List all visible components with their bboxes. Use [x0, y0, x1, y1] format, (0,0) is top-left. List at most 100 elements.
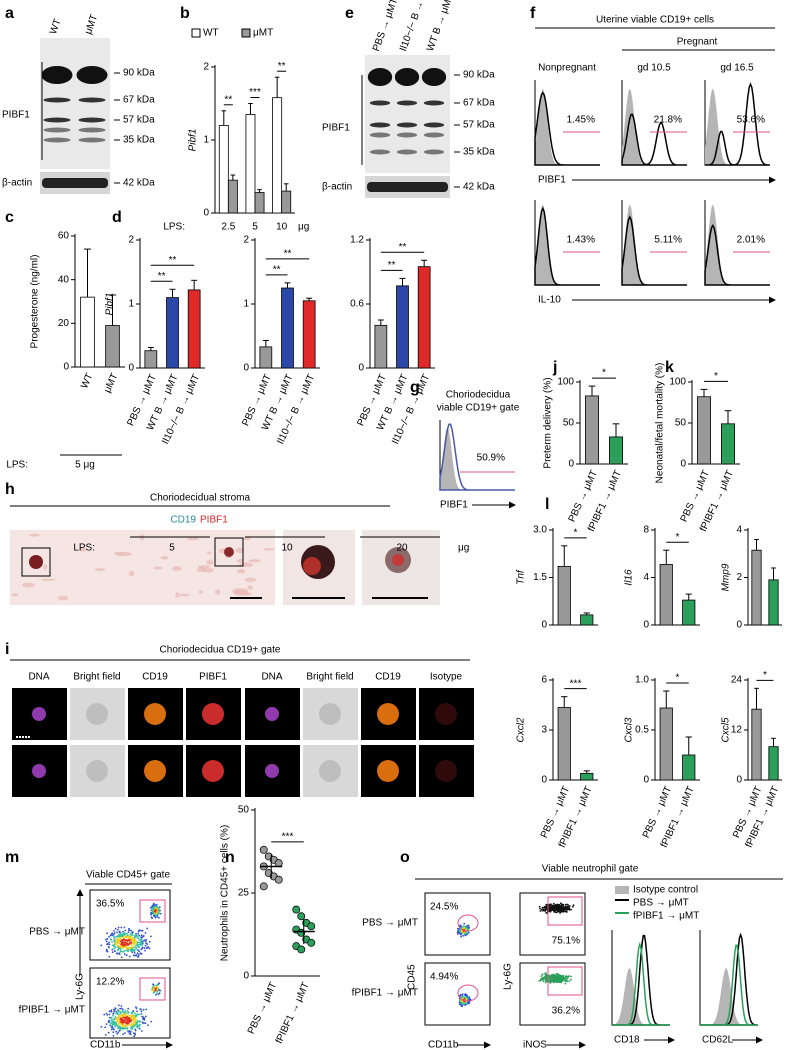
event: [140, 938, 142, 941]
significance-label: **: [388, 260, 396, 271]
event: [126, 1029, 129, 1032]
blot-band: [396, 149, 418, 155]
bar: [682, 599, 696, 626]
event: [120, 1014, 123, 1017]
event: [156, 908, 159, 910]
y-axis-label: Mmp9: [721, 563, 732, 591]
significance-label: **: [169, 255, 177, 266]
y-tick-label: 0.6: [350, 299, 364, 310]
bar: [259, 346, 273, 369]
data-point: [259, 882, 268, 891]
cell: [435, 703, 457, 725]
y-axis-label: Cxcl3: [624, 717, 635, 742]
y-tick-label: 0: [568, 459, 574, 470]
blot-band: [78, 137, 106, 143]
blot-band: [369, 122, 391, 128]
event: [113, 947, 116, 950]
histogram: [534, 206, 600, 286]
y-tick-label: 2: [243, 235, 249, 246]
y-tick-label: 2: [736, 572, 742, 583]
event: [152, 902, 155, 905]
event: [465, 998, 468, 1001]
event: [159, 912, 162, 915]
event: [145, 1015, 147, 1018]
event: [116, 1020, 119, 1023]
event: [458, 1001, 461, 1004]
event: [562, 979, 564, 982]
axis-label: PIBF1: [538, 175, 566, 186]
event: [136, 952, 139, 955]
event: [119, 950, 122, 952]
event: [135, 946, 138, 949]
event: [122, 930, 124, 933]
event: [124, 945, 127, 948]
blot-band: [421, 68, 447, 86]
event: [115, 1030, 118, 1033]
event: [143, 939, 146, 942]
y-tick-label: 25: [238, 888, 250, 899]
event: [461, 993, 464, 995]
event: [140, 1030, 143, 1032]
event: [123, 936, 126, 939]
legend-swatch: [615, 912, 629, 914]
event: [133, 1032, 135, 1034]
event: [155, 993, 157, 996]
event: [120, 1011, 122, 1013]
event: [460, 935, 462, 938]
event: [125, 1027, 128, 1030]
event: [112, 1031, 115, 1034]
tissue: [160, 556, 169, 560]
event: [122, 942, 124, 945]
event: [122, 946, 124, 949]
event: [107, 946, 110, 948]
event: [126, 946, 129, 949]
event: [112, 933, 115, 936]
event: [111, 932, 114, 935]
marker-label: 42 kDa: [463, 182, 495, 193]
event: [123, 949, 126, 952]
event: [105, 938, 107, 941]
event: [120, 926, 123, 929]
significance-label: **: [399, 242, 407, 253]
event: [561, 903, 564, 906]
y-axis-label: Pibf1: [188, 129, 199, 152]
tissue: [206, 559, 214, 565]
event: [552, 976, 554, 978]
cell: [319, 760, 341, 782]
y-tick-label: 0: [643, 775, 649, 786]
isotype-histogram: [705, 204, 770, 285]
event: [123, 1023, 125, 1026]
cell: [202, 703, 224, 725]
event: [144, 949, 147, 952]
significance-label: **: [224, 94, 232, 105]
event: [108, 955, 111, 958]
event: [106, 1014, 109, 1016]
event: [152, 983, 155, 986]
event: [118, 947, 120, 950]
event: [137, 1013, 139, 1016]
event: [467, 999, 470, 1001]
event: [137, 941, 140, 944]
histogram: [439, 423, 515, 491]
histogram: [621, 113, 687, 166]
blot-band: [367, 182, 448, 192]
event: [542, 907, 544, 909]
cell: [202, 760, 224, 782]
event: [114, 1023, 116, 1026]
event: [126, 1010, 129, 1013]
event: [118, 939, 121, 942]
cell: [29, 555, 43, 569]
panel-letter: j: [552, 359, 557, 376]
event: [129, 1017, 132, 1019]
event: [143, 1018, 146, 1021]
data-point: [274, 875, 283, 884]
x-unit: μg: [458, 543, 469, 554]
event: [137, 943, 139, 946]
marker-label: 67 kDa: [123, 95, 155, 106]
event: [127, 1024, 130, 1026]
event: [126, 949, 129, 952]
isotype-histogram: [700, 968, 758, 1025]
panel-letter: o: [400, 849, 410, 866]
cell: [224, 547, 234, 557]
bar: [272, 97, 283, 214]
